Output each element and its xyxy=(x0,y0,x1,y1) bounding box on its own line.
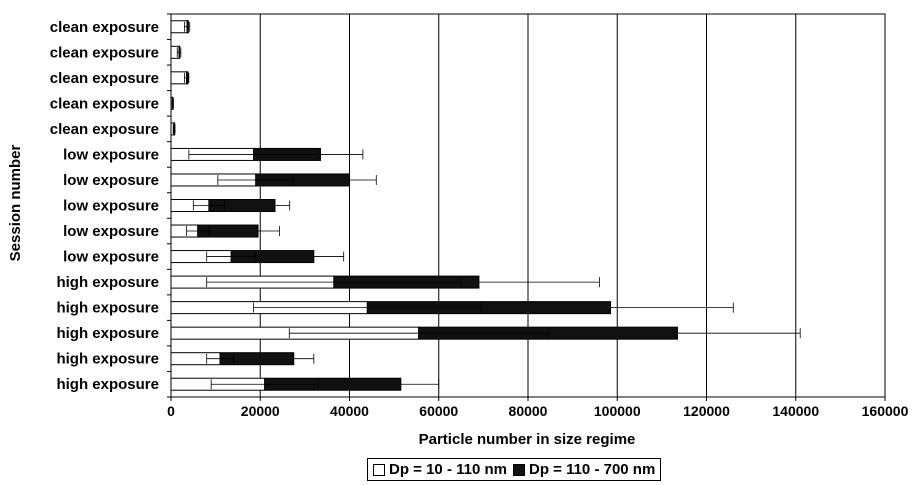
category-label: clean exposure xyxy=(50,44,159,61)
category-label: clean exposure xyxy=(50,121,159,138)
category-label: high exposure xyxy=(56,376,159,393)
legend-swatch-white xyxy=(373,463,385,476)
category-label: high exposure xyxy=(56,274,159,291)
y-axis-title: Session number xyxy=(7,144,24,261)
x-tick-label: 20000 xyxy=(241,403,280,419)
legend-label-small: Dp = 10 - 110 nm xyxy=(389,461,507,478)
gridlines xyxy=(259,14,886,397)
x-axis-title: Particle number in size regime xyxy=(419,431,636,448)
axes xyxy=(167,13,886,401)
category-label: low exposure xyxy=(63,223,159,240)
legend-item-small: Dp = 10 - 110 nm xyxy=(373,461,507,478)
x-tick-label: 100000 xyxy=(594,403,641,419)
x-tick-label: 0 xyxy=(167,403,175,419)
tick-labels: 0 20000 40000 60000 80000 100000 120000 140000 1… xyxy=(167,403,908,419)
x-tick-label: 160000 xyxy=(862,403,909,419)
category-labels: clean exposure clean exposure clean exposu… xyxy=(50,19,159,393)
error-bars xyxy=(171,21,801,390)
category-label: low exposure xyxy=(63,249,159,266)
category-label: clean exposure xyxy=(50,19,159,36)
category-label: clean exposure xyxy=(50,95,159,112)
x-tick-label: 40000 xyxy=(330,403,369,419)
x-tick-label: 60000 xyxy=(419,403,458,419)
legend-item-large: Dp = 110 - 700 nm xyxy=(512,461,656,478)
x-tick-label: 120000 xyxy=(683,403,730,419)
category-label: high exposure xyxy=(56,325,159,342)
category-label: high exposure xyxy=(56,300,159,317)
x-tick-label: 80000 xyxy=(509,403,548,419)
plot-frame xyxy=(170,13,886,398)
legend-swatch-black xyxy=(512,463,525,476)
legend-label-large: Dp = 110 - 700 nm xyxy=(528,461,656,478)
category-label: low exposure xyxy=(63,172,159,189)
legend: Dp = 10 - 110 nm Dp = 110 - 700 nm xyxy=(367,458,662,481)
category-label: low exposure xyxy=(63,198,159,215)
x-tick-label: 140000 xyxy=(772,403,819,419)
category-label: high exposure xyxy=(56,351,159,368)
category-label: low exposure xyxy=(63,146,159,163)
category-label: clean exposure xyxy=(50,70,159,87)
bars xyxy=(170,20,678,391)
